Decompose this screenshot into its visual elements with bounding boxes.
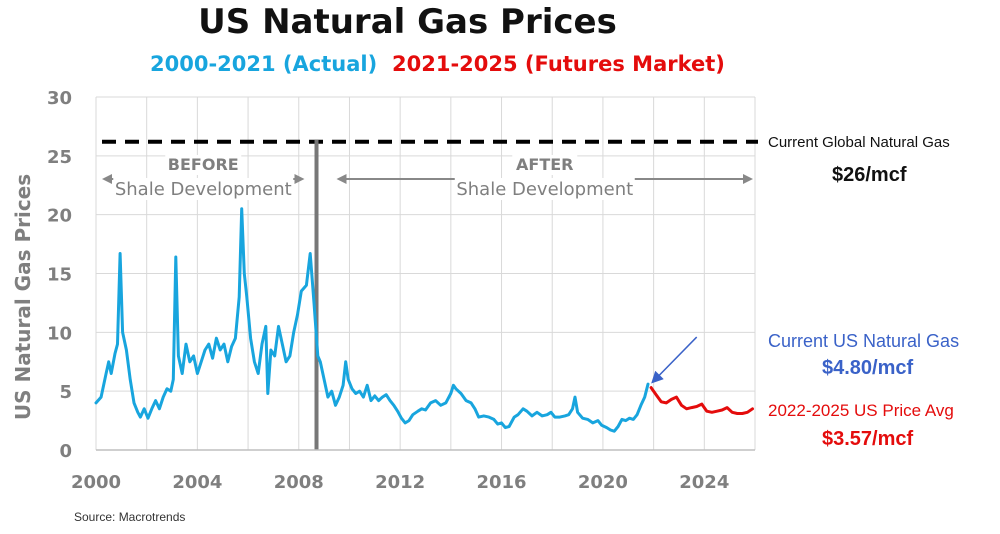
x-tick-label: 2008	[274, 472, 324, 493]
x-tick-label: 2004	[172, 472, 222, 493]
era-before-subtitle-bg	[113, 178, 294, 200]
era-overlays: BEFORE Shale Development AFTER Shale Develo…	[102, 139, 758, 450]
axes: 0 5 10 15 20 25 30 2000 2004 2008 2012 2016 2020 2024	[47, 88, 755, 493]
futures-price-line	[649, 386, 754, 415]
era-after-subtitle: Shale Development	[456, 179, 633, 200]
global-gas-label: Current Global Natural Gas	[768, 134, 950, 151]
era-after-title-bg	[512, 155, 578, 175]
y-tick-label: 10	[47, 323, 72, 344]
era-after-title: AFTER	[516, 155, 573, 174]
global-gas-value: $26/mcf	[832, 164, 907, 186]
x-tick-label: 2012	[375, 472, 425, 493]
y-tick-label: 15	[47, 265, 72, 286]
price-avg-label: 2022-2025 US Price Avg	[768, 401, 954, 420]
era-before-subtitle: Shale Development	[115, 179, 292, 200]
chart-title: US Natural Gas Prices	[198, 2, 617, 42]
x-tick-label: 2024	[679, 472, 729, 493]
subtitle-actual: 2000-2021 (Actual)	[150, 52, 378, 76]
y-tick-label: 25	[47, 147, 72, 168]
current-price-arrow	[651, 336, 698, 384]
us-gas-value: $4.80/mcf	[822, 357, 914, 379]
era-before-title: BEFORE	[168, 155, 239, 174]
y-tick-label: 0	[59, 441, 72, 462]
y-tick-label: 5	[59, 382, 72, 403]
y-tick-label: 30	[47, 88, 72, 109]
subtitle-futures: 2021-2025 (Futures Market)	[392, 52, 725, 76]
us-gas-label: Current US Natural Gas	[768, 331, 960, 351]
x-tick-label: 2000	[71, 472, 121, 493]
x-tick-label: 2016	[476, 472, 526, 493]
y-axis-label: US Natural Gas Prices	[11, 174, 35, 420]
x-tick-label: 2020	[578, 472, 628, 493]
actual-price-line	[94, 207, 650, 433]
source-note: Source: Macrotrends	[74, 510, 186, 524]
series	[94, 207, 754, 433]
era-after-subtitle-bg	[454, 178, 635, 200]
era-before-title-bg	[165, 155, 242, 175]
price-avg-value: $3.57/mcf	[822, 428, 914, 450]
y-tick-label: 20	[47, 206, 72, 227]
